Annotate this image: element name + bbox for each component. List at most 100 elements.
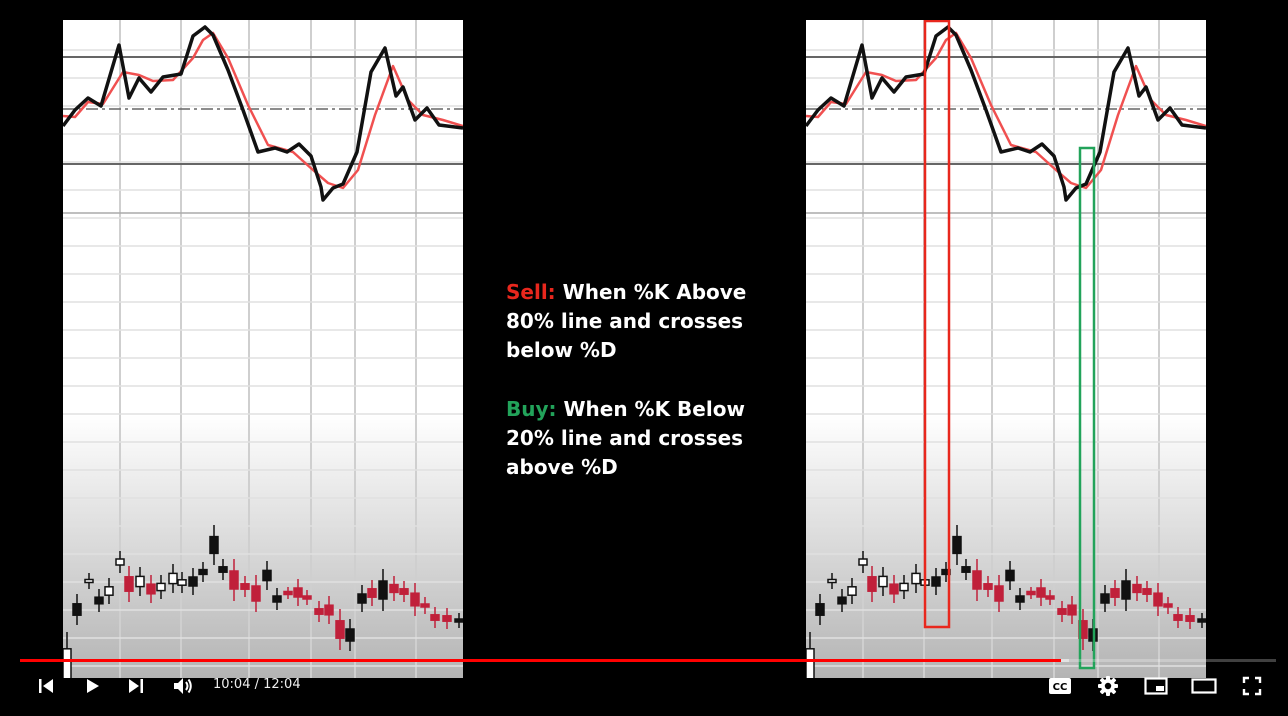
right-chart-candle-body [1197, 618, 1206, 623]
left-chart-candle-body [378, 580, 388, 600]
left-chart-candle-body [272, 595, 282, 603]
right-chart-candle-body [952, 535, 962, 555]
left-chart-candle-body [168, 572, 178, 585]
right-chart-candle-body [837, 596, 847, 605]
stochastic-chart-right-svg [806, 20, 1206, 678]
play-button[interactable] [76, 668, 108, 704]
time-display: 10:04 / 12:04 [213, 677, 301, 692]
left-chart-candle-body [124, 576, 134, 592]
left-chart-candle-body [324, 604, 334, 616]
left-chart-candle-body [335, 620, 345, 639]
progress-bar[interactable] [20, 659, 1276, 662]
settings-button[interactable] [1092, 668, 1124, 704]
left-chart-candle-body [229, 570, 239, 590]
theater-mode-button[interactable] [1188, 668, 1220, 704]
sell-text: When %K Above 80% line and crosses below… [506, 280, 747, 362]
player-controls: 10:04 / 12:04 CC [0, 668, 1288, 704]
right-chart-candle-body [806, 648, 815, 678]
miniplayer-icon [1144, 677, 1168, 695]
next-button[interactable] [120, 668, 152, 704]
right-chart-candle-body [994, 585, 1004, 602]
left-chart-candle-body [389, 583, 399, 594]
stochastic-chart-left-svg [63, 20, 463, 678]
buy-rule: Buy: When %K Below 20% line and crosses … [506, 395, 796, 482]
right-chart-candle-body [1005, 569, 1015, 582]
left-chart-candle-body [367, 588, 377, 598]
skip-previous-icon [39, 679, 53, 693]
left-chart-candle-body [454, 618, 463, 623]
left-chart-candle-body [177, 579, 187, 586]
left-chart-candle-body [94, 596, 104, 605]
duration: 12:04 [263, 677, 301, 692]
right-chart-candle-body [1026, 590, 1036, 596]
right-chart-candle-body [1036, 587, 1046, 598]
right-chart-candle-body [1153, 592, 1163, 607]
left-chart-candle-body [63, 648, 72, 678]
left-chart-candle-body [314, 608, 324, 615]
left-chart-candle-body [188, 576, 198, 587]
right-chart-candle-body [983, 583, 993, 590]
left-chart-candle-body [156, 582, 166, 592]
left-chart-candle-body [218, 566, 228, 573]
volume-icon [174, 678, 192, 694]
sell-rule: Sell: When %K Above 80% line and crosses… [506, 278, 796, 365]
previous-button[interactable] [30, 668, 62, 704]
left-chart-candle-body [146, 583, 156, 595]
right-chart-candle-body [911, 572, 921, 585]
left-chart-candle-body [302, 595, 312, 600]
left-chart-candle-body [240, 583, 250, 590]
left-chart-candle-body [357, 593, 367, 604]
right-chart-candle-body [1121, 580, 1131, 600]
captions-button[interactable]: CC [1044, 668, 1076, 704]
right-chart-candle-body [878, 575, 888, 588]
left-chart-candle-body [283, 590, 293, 596]
progress-played [20, 659, 1061, 662]
left-chart-candle-body [345, 628, 355, 642]
time-separator: / [250, 677, 264, 692]
right-chart-candle-body [1142, 588, 1152, 595]
left-chart-candle-body [442, 615, 452, 622]
left-chart-candle-body [115, 558, 125, 566]
left-chart-candle-body [251, 585, 261, 602]
play-icon [87, 679, 99, 693]
right-chart-candle-body [867, 576, 877, 592]
volume-button[interactable] [166, 668, 200, 704]
right-chart-candle-body [972, 570, 982, 590]
right-chart-candle-body [1185, 615, 1195, 622]
closed-captions-icon: CC [1049, 678, 1071, 694]
left-chart-candle-body [198, 568, 208, 576]
right-chart-candle-body [1100, 593, 1110, 604]
right-chart-candle-body [899, 582, 909, 592]
left-chart-percent-k-line [63, 25, 463, 202]
right-chart-candle-body [1110, 588, 1120, 598]
right-chart-candle-body [1173, 614, 1183, 621]
buy-text: When %K Below 20% line and crosses above… [506, 397, 745, 479]
right-chart-candle-body [815, 603, 825, 616]
left-chart-candle-body [262, 569, 272, 582]
sell-label: Sell: [506, 280, 556, 304]
stochastic-chart-right [806, 20, 1206, 678]
buy-label: Buy: [506, 397, 557, 421]
right-chart-candle-body [1045, 595, 1055, 600]
right-chart-candle-body [858, 558, 868, 566]
current-time: 10:04 [213, 677, 251, 692]
left-chart-candle-body [84, 578, 94, 584]
left-chart-candle-body [420, 603, 430, 608]
theater-mode-icon [1191, 678, 1217, 694]
skip-next-icon [129, 679, 143, 693]
right-chart-candle-body [1163, 603, 1173, 608]
left-chart-candle-body [104, 586, 114, 596]
right-chart-candle-body [1015, 595, 1025, 603]
fullscreen-icon [1242, 676, 1262, 696]
svg-text:CC: CC [1053, 682, 1068, 693]
right-chart-sell-signal-box [923, 20, 951, 629]
miniplayer-button[interactable] [1140, 668, 1172, 704]
stochastic-chart-left [63, 20, 463, 678]
signal-caption: Sell: When %K Above 80% line and crosses… [506, 278, 796, 512]
right-chart-candle-body [827, 578, 837, 584]
fullscreen-button[interactable] [1236, 668, 1268, 704]
left-chart-candle-body [72, 603, 82, 616]
right-chart-candle-body [1132, 583, 1142, 594]
left-chart-candle-body [209, 535, 219, 555]
